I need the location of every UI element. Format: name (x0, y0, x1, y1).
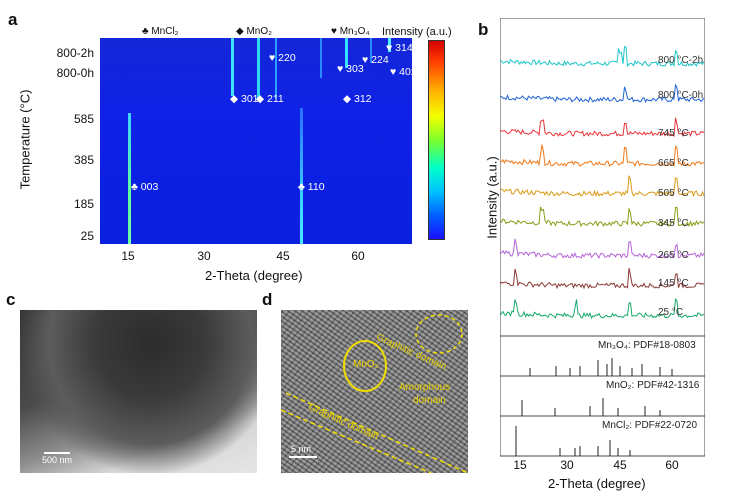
heatmap-xlabel: 2-Theta (degree) (205, 268, 303, 283)
streak-211 (257, 38, 260, 98)
peak-110: ♣ 110 (298, 181, 325, 193)
mno2-outline (343, 340, 387, 392)
peak-312: ◆ 312 (343, 93, 372, 105)
xrd-trace (500, 206, 705, 228)
xrd-trace (500, 238, 705, 259)
domain-outlines (281, 314, 468, 473)
scale-bar-label: 500 nm (42, 455, 73, 465)
xtick: 15 (121, 249, 135, 263)
graphitic-outline (415, 314, 463, 354)
xrd-xtick: 15 (513, 458, 527, 472)
intensity-label: Intensity (a.u.) (382, 26, 452, 38)
legend-mno2: ◆ MnO₂ (236, 26, 273, 37)
peak-314: ♥ 314 (386, 42, 412, 54)
xrd-xtick: 45 (613, 458, 627, 472)
panel-label-b: b (478, 20, 489, 39)
trace-label: 665 °C (658, 158, 689, 169)
streak-faint-1 (275, 38, 277, 98)
ref-label-mn3o4: Mn₃O₄: PDF#18-0803 (598, 340, 696, 351)
graphitic-boundary-2 (281, 409, 432, 473)
ytick: 800-2h (56, 46, 94, 60)
ytick: 25 (80, 229, 94, 243)
trace-label: 265 °C (658, 250, 689, 261)
xrd-xlabel: 2-Theta (degree) (548, 476, 646, 491)
scale-bar (44, 452, 70, 454)
peak-402: ♥ 402 (390, 66, 412, 78)
peak-220: ♥ 220 (269, 52, 296, 64)
label-amorphous-1: Amorphous (399, 382, 451, 393)
xrd-ylabel: Intensity (a.u.) (484, 156, 500, 239)
xrd-plot-frame (500, 18, 705, 457)
panel-label-d: d (262, 290, 273, 309)
peak-301: ◆ 301 (230, 93, 259, 105)
label-mno2: MnO₂ (353, 359, 379, 370)
peak-211: ◆ 211 (256, 93, 284, 105)
trace-label: 25 °C (658, 307, 684, 318)
tem-image-low-mag: 500 nm (20, 310, 257, 473)
trace-label: 800 °C-0h (658, 90, 704, 101)
legend-mn3o4: ♥ Mn₃O₄ (331, 26, 370, 37)
scale-bar-label: 5 nm (291, 444, 312, 454)
xrd-trace (500, 267, 705, 290)
ref-label-mncl2: MnCl₂: PDF#22-0720 (602, 420, 698, 431)
xrd-xtick: 30 (560, 458, 574, 472)
ref-label-mno2: MnO₂: PDF#42-1316 (606, 380, 700, 391)
xrd-trace (500, 175, 705, 198)
xrd-xtick: 60 (665, 458, 679, 472)
heatmap-ylabel: Temperature (°C) (17, 89, 33, 190)
label-amorphous-2: domain (413, 395, 446, 406)
trace-label: 145 °C (658, 278, 689, 289)
peak-003: ♣ 003 (131, 181, 159, 193)
ytick: 800-0h (56, 66, 94, 80)
streak-faint-3 (370, 38, 372, 63)
streak-303 (345, 38, 348, 68)
trace-label: 345 °C (658, 218, 689, 229)
streak-314 (388, 38, 391, 52)
streak-faint-2 (320, 38, 322, 78)
xrd-trace (500, 144, 705, 168)
graphitic-boundary-1 (285, 392, 468, 473)
trace-label: 745 °C (658, 128, 689, 139)
xrd-traces (500, 46, 705, 320)
xrd-trace (500, 46, 705, 68)
ytick: 185 (73, 197, 94, 211)
xrd-trace (500, 117, 705, 138)
streak-301 (231, 38, 234, 96)
xtick: 60 (351, 249, 365, 263)
ytick: 585 (73, 112, 94, 126)
xrd-trace (500, 83, 705, 104)
streak-110 (300, 108, 303, 244)
scale-bar (289, 456, 317, 458)
xrd-heatmap: ♣ 003 ♣ 110 ◆ 301 ◆ 211 ◆ 312 ♥ 220 ♥ 30… (100, 38, 412, 244)
trace-label: 505 °C (658, 188, 689, 199)
streak-003 (128, 113, 131, 244)
trace-label: 800 °C-2h (658, 55, 704, 66)
xtick: 45 (276, 249, 290, 263)
peak-224: ♥ 224 (362, 54, 389, 66)
panel-label-a: a (8, 10, 18, 29)
reference-sticks (515, 358, 673, 456)
peak-303: ♥ 303 (337, 63, 364, 75)
ytick: 385 (73, 153, 94, 167)
tem-image-high-res: Graphitic domain MnO₂ Amorphous domain G… (281, 310, 468, 473)
xrd-trace (500, 297, 705, 320)
legend-mncl2: ♣ MnCl₂ (142, 26, 179, 37)
xrd-stack-plot (500, 18, 705, 457)
panel-label-c: c (6, 290, 16, 309)
xtick: 30 (197, 249, 211, 263)
colorbar (428, 40, 445, 240)
